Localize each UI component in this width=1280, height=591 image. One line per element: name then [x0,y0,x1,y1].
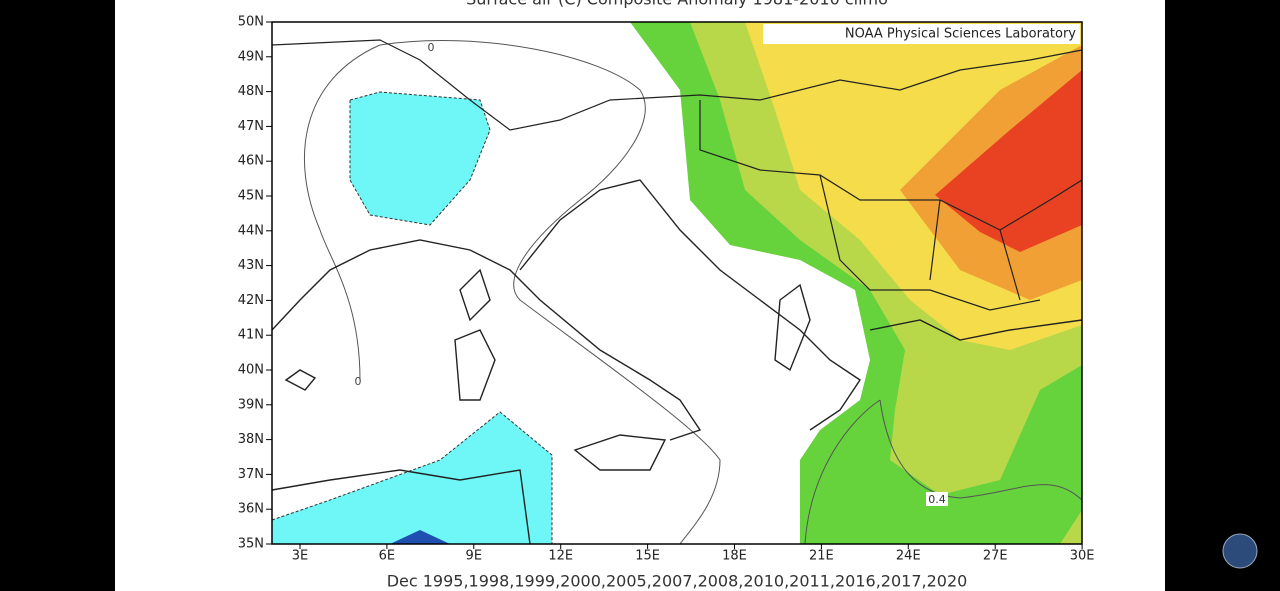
map: NOAA Physical Sciences Laboratory 0 0 0.… [271,21,1083,545]
avatar[interactable] [1222,533,1258,569]
borders [271,39,1083,311]
coastline [271,179,1083,545]
lat-label: 37N [238,467,264,482]
lat-label: 50N [238,15,264,30]
lat-label: 49N [238,49,264,64]
lat-label: 44N [238,223,264,238]
lat-label: 39N [238,397,264,412]
lon-label: 9E [466,549,483,564]
yellowgreen-corner [1060,510,1082,544]
contour-label: 0.4 [928,493,946,506]
contour-label-box [926,492,948,506]
contour-line [804,399,1083,545]
contour-line [304,40,721,545]
lat-labels: 50N 49N 48N 47N 46N 45N 44N 43N 42N 41N 40N 39N 38N 3… [238,15,272,552]
map-title: Surface air (C) Composite Anomaly 1981-2… [466,0,888,9]
lon-label: 30E [1070,549,1095,564]
lon-label: 15E [635,549,660,564]
blue-region [390,530,450,544]
red-region [935,70,1082,252]
lat-label: 46N [238,154,264,169]
lon-label: 6E [379,549,396,564]
lat-label: 48N [238,84,264,99]
caption: Dec 1995,1998,1999,2000,2005,2007,2008,2… [387,572,968,591]
lon-labels: 3E 6E 9E 12E 15E 18E 21E 24E 27E 30E [292,544,1095,564]
lon-label: 18E [722,549,747,564]
contour-label: 0 [355,375,362,388]
lon-label: 12E [548,549,573,564]
lat-label: 38N [238,432,264,447]
credit-box [763,24,1080,44]
cyan-region [349,91,491,226]
lat-label: 47N [238,119,264,134]
lat-label: 40N [238,363,264,378]
lat-label: 43N [238,258,264,273]
lon-label: 27E [983,549,1008,564]
credit: NOAA Physical Sciences Laboratory [845,27,1076,42]
map-frame [271,21,1083,545]
contour-label: 0 [428,41,435,54]
lat-label: 35N [238,537,264,552]
lon-label: 21E [809,549,834,564]
lat-label: 42N [238,293,264,308]
lon-label: 24E [896,549,921,564]
lat-label: 36N [238,502,264,517]
lon-label: 3E [292,549,309,564]
lat-label: 41N [238,328,264,343]
lat-label: 45N [238,189,264,204]
